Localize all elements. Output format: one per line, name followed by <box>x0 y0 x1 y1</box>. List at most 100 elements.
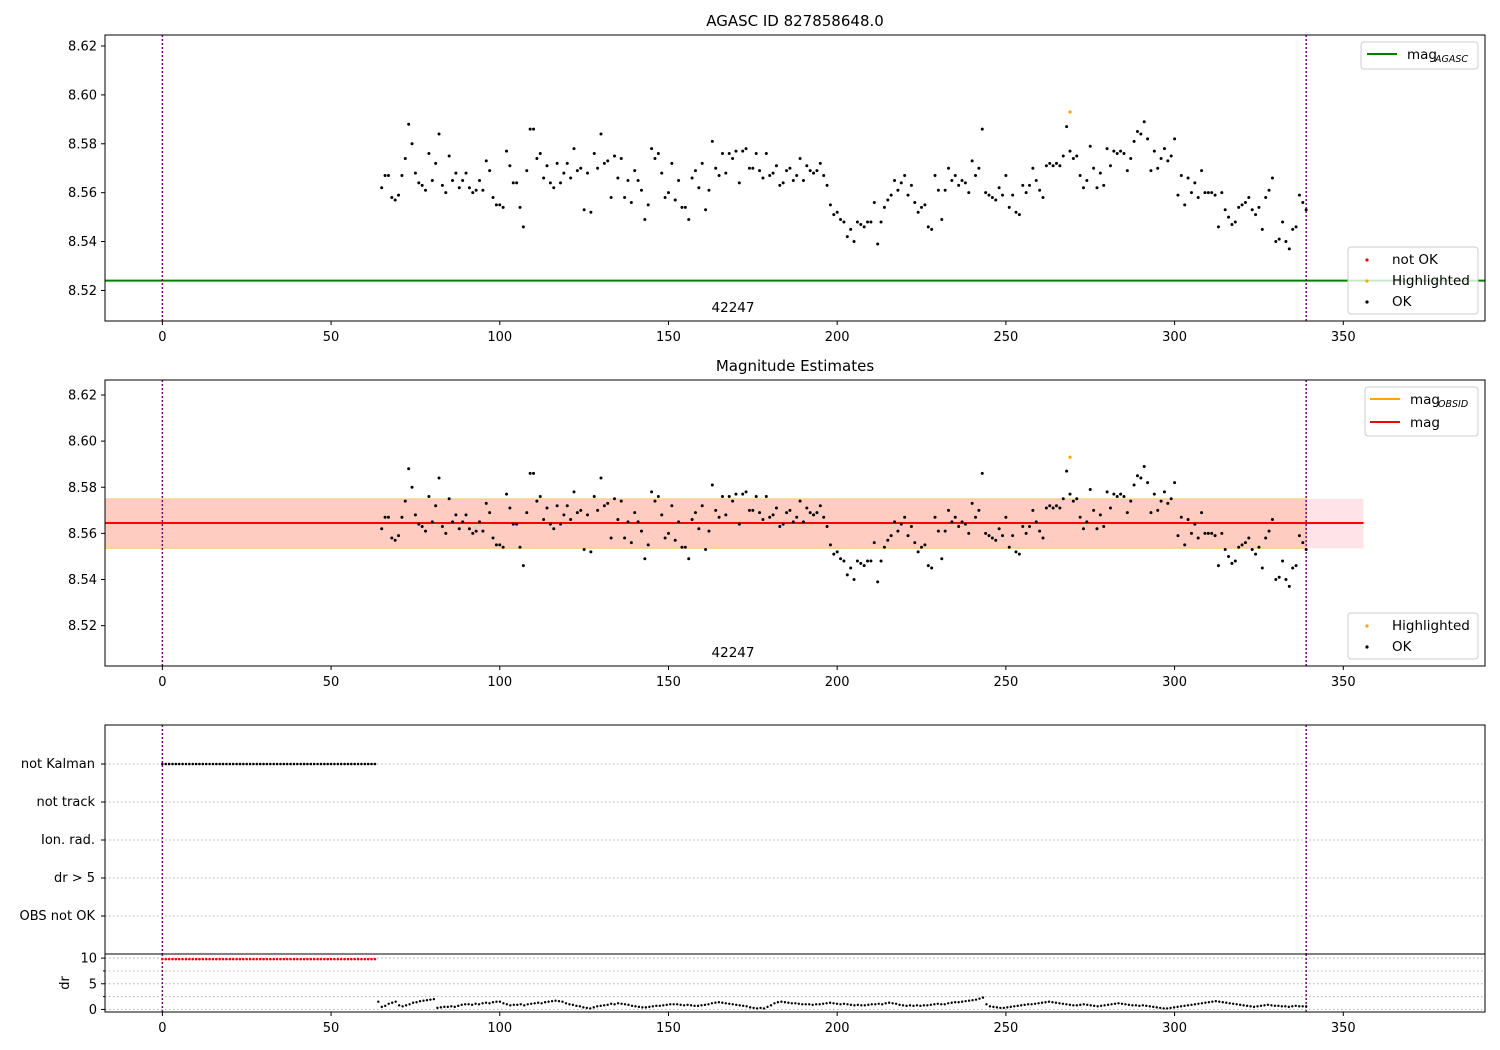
ok-point <box>859 222 863 226</box>
ok-point <box>609 536 613 540</box>
dr-point <box>648 1005 651 1009</box>
ok-point <box>521 564 525 568</box>
dr-point <box>575 1004 578 1008</box>
ok-point <box>1119 492 1123 496</box>
y-tick-label: 8.60 <box>68 435 97 450</box>
ok-point <box>673 198 677 202</box>
ok-point <box>1044 164 1048 168</box>
not-kalman-flag-point <box>161 762 164 766</box>
ok-point <box>1294 564 1298 568</box>
panel2-lines <box>105 380 1364 666</box>
ok-point <box>552 186 556 190</box>
ok-point <box>845 235 849 239</box>
not-kalman-flag-point <box>188 762 191 766</box>
ok-point <box>700 161 704 165</box>
ok-point <box>515 181 519 185</box>
ok-point <box>579 166 583 170</box>
not-kalman-flag-point <box>174 762 178 766</box>
ok-point <box>619 156 623 160</box>
not-kalman-flag-point <box>272 762 276 766</box>
not-ok-dr-point <box>265 957 269 961</box>
ok-point <box>673 538 677 542</box>
ok-point <box>704 548 708 552</box>
ok-point <box>1169 154 1173 158</box>
ok-point <box>636 178 640 182</box>
ok-point <box>727 152 731 156</box>
x-tick-label: 0 <box>158 330 166 345</box>
ok-point <box>616 518 620 522</box>
panel2-line-legend: mag OBSID mag <box>1364 386 1479 437</box>
ok-point <box>1159 499 1163 503</box>
ok-point <box>1081 186 1085 190</box>
dr-point <box>439 1006 443 1009</box>
ok-point <box>957 183 961 187</box>
dr-point <box>978 997 981 1000</box>
dr-point <box>467 1003 470 1006</box>
not-kalman-flag-point <box>198 762 201 766</box>
dr-point <box>644 1006 648 1009</box>
dr-point <box>561 1000 564 1003</box>
dr-point <box>1148 1005 1151 1008</box>
ok-point <box>1139 132 1143 136</box>
ok-point <box>812 171 816 175</box>
ok-point <box>1227 215 1231 219</box>
ok-point <box>1210 531 1214 535</box>
dr-point <box>1273 1004 1277 1008</box>
dr-point <box>919 1004 922 1008</box>
ok-point <box>1115 494 1119 498</box>
ok-point <box>1183 203 1187 207</box>
x-tick-label: 250 <box>993 675 1018 690</box>
ok-point <box>434 161 438 165</box>
y-tick-label: 8.56 <box>68 527 97 542</box>
dr-point <box>981 996 985 999</box>
ok-point <box>498 543 502 547</box>
ok-point <box>1129 156 1133 160</box>
not-kalman-flag-point <box>312 762 316 766</box>
ok-point <box>413 171 417 175</box>
ok-point <box>1038 529 1042 533</box>
ok-point <box>1287 584 1291 588</box>
ok-point <box>805 164 809 168</box>
not-ok-dr-point <box>242 957 245 961</box>
ok-point <box>1247 536 1251 540</box>
ok-point <box>1078 174 1082 178</box>
ok-point <box>656 152 660 156</box>
dr-point <box>1193 1003 1197 1006</box>
dr-point <box>1259 1004 1263 1008</box>
ok-point <box>1200 511 1204 515</box>
ok-point <box>1108 506 1112 510</box>
panel1-points <box>380 110 1308 251</box>
dr-point <box>380 1005 383 1009</box>
ok-point <box>626 520 630 524</box>
ok-point <box>1220 531 1224 535</box>
ok-point <box>1098 171 1102 175</box>
ok-point <box>1250 548 1254 552</box>
ok-point <box>1243 541 1247 545</box>
dr-point <box>853 1004 856 1007</box>
ok-point <box>636 520 640 524</box>
dr-point <box>957 1001 960 1004</box>
not-ok-dr-point <box>181 957 184 961</box>
ok-point <box>532 127 536 131</box>
dr-point <box>1266 1003 1270 1007</box>
ok-point <box>1173 137 1177 141</box>
ok-point <box>400 515 404 519</box>
dr-point <box>1082 1003 1085 1006</box>
ok-point <box>454 171 458 175</box>
dr-point <box>613 1003 616 1006</box>
ok-point <box>501 545 505 549</box>
dr-point <box>1301 1005 1304 1008</box>
ok-point <box>467 527 471 531</box>
ok-point <box>575 511 579 515</box>
dr-point <box>835 1002 839 1005</box>
ok-point <box>913 541 917 545</box>
dr-point <box>1106 1003 1110 1007</box>
ok-point <box>882 545 886 549</box>
ok-point <box>957 524 961 528</box>
panel1-legend-mag-subscript: AGASC <box>1434 54 1468 65</box>
dr-point <box>860 1004 863 1007</box>
dr-point <box>1120 1002 1124 1005</box>
dr-point <box>693 1004 696 1008</box>
ok-point <box>521 225 525 229</box>
ok-point <box>1267 188 1271 192</box>
